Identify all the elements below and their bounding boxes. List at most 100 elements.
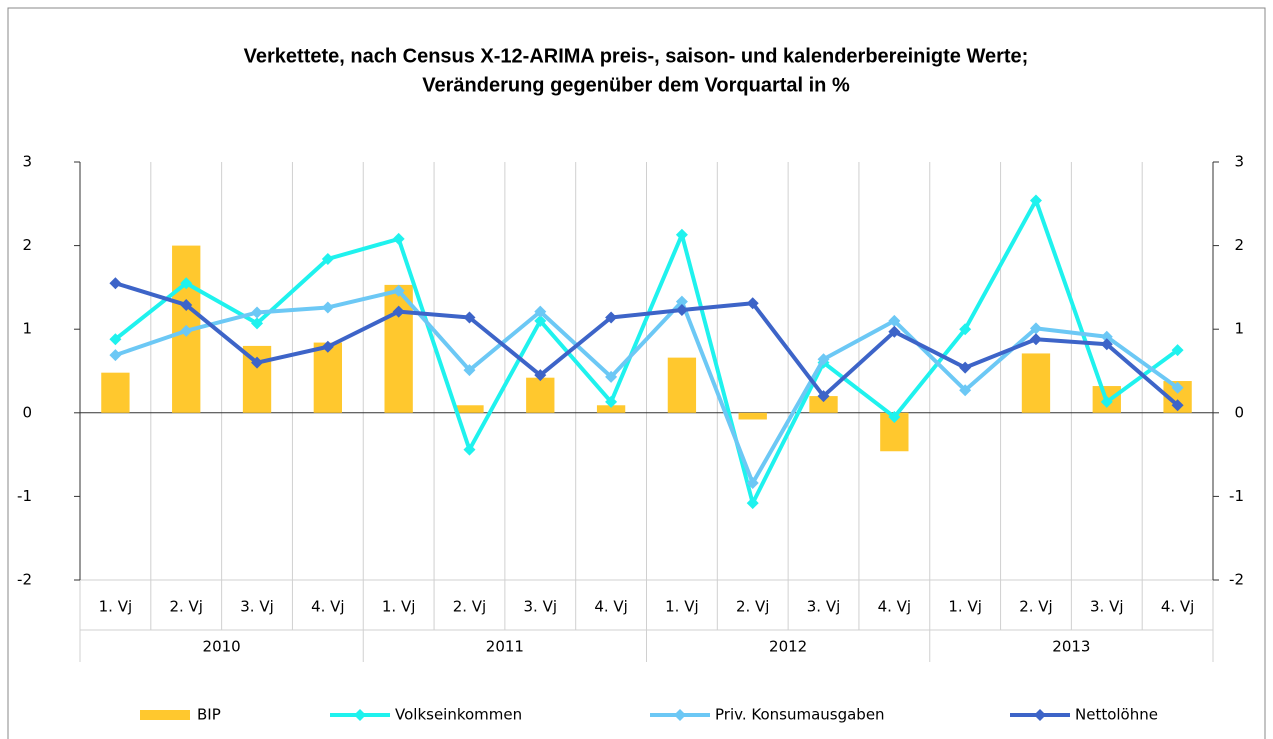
marker: [1029, 333, 1042, 346]
marker: [746, 477, 759, 490]
y-tick-label: -1: [17, 487, 32, 505]
marker: [251, 306, 264, 319]
y-tick-label: 1: [22, 320, 32, 338]
marker: [109, 277, 122, 290]
x-group-label: 2010: [203, 638, 241, 656]
bar: [1021, 353, 1051, 413]
marker: [888, 314, 901, 327]
y-tick-label: 0: [22, 403, 32, 421]
marker: [675, 228, 688, 241]
x-tick-label: 2. Vj: [736, 598, 770, 616]
marker: [180, 277, 193, 290]
marker: [180, 298, 193, 311]
x-tick-label: 1. Vj: [99, 598, 133, 616]
y2-tick-label: 2: [1234, 236, 1244, 254]
marker: [321, 340, 334, 353]
marker: [959, 361, 972, 374]
marker: [605, 370, 618, 383]
x-group-label: 2012: [769, 638, 807, 656]
marker: [1100, 395, 1113, 408]
bar: [455, 405, 484, 413]
marker: [1171, 344, 1184, 357]
y2-tick-label: -1: [1229, 487, 1244, 505]
marker: [605, 395, 618, 408]
bar: [809, 396, 838, 413]
legend-marker: [354, 709, 366, 721]
x-tick-label: 3. Vj: [524, 598, 558, 616]
chart-title: Veränderung gegenüber dem Vorquartal in …: [422, 74, 850, 96]
legend-marker: [1034, 709, 1046, 721]
marker: [746, 297, 759, 310]
marker: [1171, 381, 1184, 394]
x-tick-label: 3. Vj: [807, 598, 841, 616]
y2-tick-label: 0: [1234, 403, 1244, 421]
x-tick-label: 4. Vj: [878, 598, 912, 616]
marker: [321, 252, 334, 265]
marker: [463, 311, 476, 324]
legend-marker: [674, 709, 686, 721]
x-group-label: 2011: [486, 638, 524, 656]
marker: [392, 284, 405, 297]
legend-label: Priv. Konsumausgaben: [715, 706, 885, 724]
y2-tick-label: 3: [1234, 153, 1244, 171]
x-tick-label: 4. Vj: [311, 598, 345, 616]
marker: [888, 410, 901, 423]
legend-label: Volkseinkommen: [395, 706, 522, 724]
chart-title: Verkettete, nach Census X-12-ARIMA preis…: [244, 45, 1029, 67]
marker: [392, 305, 405, 318]
marker: [1171, 399, 1184, 412]
line: [114, 281, 1179, 407]
marker: [746, 497, 759, 510]
chart-frame: [7, 7, 1266, 739]
marker: [392, 232, 405, 245]
y-tick-label: 3: [22, 153, 32, 171]
bar: [526, 377, 555, 413]
marker: [1029, 322, 1042, 335]
marker: [675, 295, 688, 308]
marker: [817, 353, 830, 366]
x-tick-label: 1. Vj: [382, 598, 416, 616]
y-tick-label: -2: [17, 571, 32, 589]
bar: [738, 412, 767, 420]
x-tick-label: 2. Vj: [1019, 598, 1053, 616]
x-tick-label: 4. Vj: [1161, 598, 1195, 616]
marker: [463, 443, 476, 456]
marker: [817, 390, 830, 403]
bar: [313, 342, 343, 413]
y2-tick-label: 1: [1234, 320, 1244, 338]
marker: [251, 317, 264, 330]
legend-label: Nettolöhne: [1075, 706, 1158, 724]
line: [114, 198, 1179, 506]
x-tick-label: 3. Vj: [240, 598, 274, 616]
x-tick-label: 2. Vj: [169, 598, 203, 616]
y2-tick-label: -2: [1229, 571, 1244, 589]
marker: [534, 305, 547, 318]
bar: [667, 357, 697, 413]
marker: [959, 384, 972, 397]
bar: [101, 372, 130, 413]
y-tick-label: 2: [22, 236, 32, 254]
marker: [251, 356, 264, 369]
x-tick-label: 1. Vj: [665, 598, 699, 616]
marker: [959, 323, 972, 336]
legend-swatch: [140, 710, 190, 720]
x-group-label: 2013: [1052, 638, 1090, 656]
x-tick-label: 2. Vj: [453, 598, 487, 616]
legend-label: BIP: [197, 706, 221, 724]
marker: [534, 369, 547, 382]
marker: [1100, 338, 1113, 351]
marker: [321, 301, 334, 314]
line: [114, 288, 1179, 486]
bar: [596, 405, 626, 413]
marker: [1100, 330, 1113, 343]
marker: [109, 333, 122, 346]
marker: [534, 314, 547, 327]
x-tick-label: 4. Vj: [594, 598, 628, 616]
marker: [1029, 194, 1042, 207]
marker: [109, 349, 122, 362]
marker: [463, 364, 476, 377]
marker: [675, 303, 688, 316]
marker: [888, 325, 901, 338]
marker: [605, 311, 618, 324]
